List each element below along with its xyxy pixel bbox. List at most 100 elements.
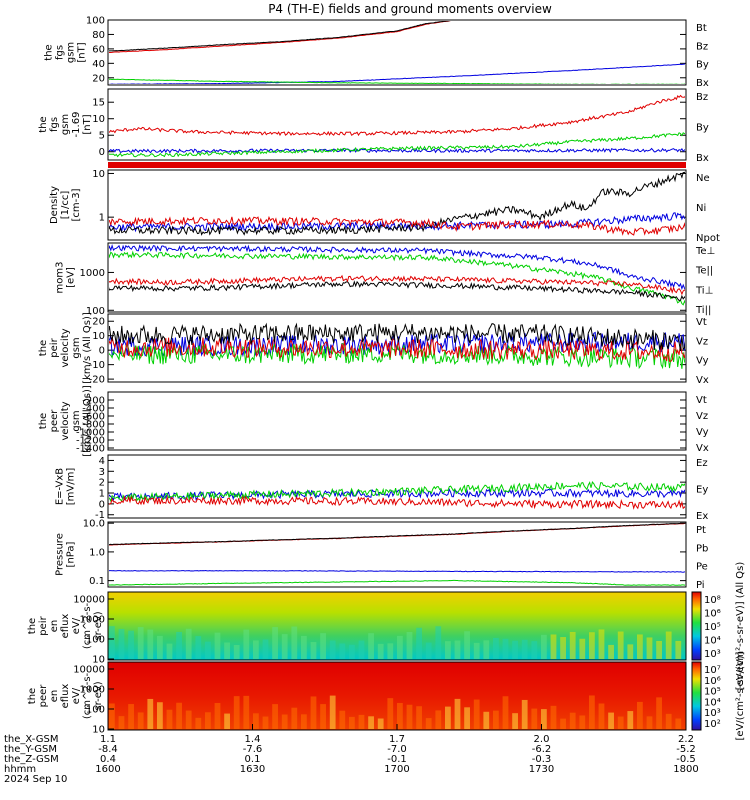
spectrogram-cell — [368, 633, 374, 659]
spectrogram-cell — [464, 631, 470, 659]
y-tick-label: -10 — [89, 360, 105, 371]
y-axis-label-line: [cm-3] — [71, 188, 82, 221]
spectrogram-cell — [435, 710, 442, 729]
colorbar — [691, 591, 702, 661]
spectrogram-cell — [262, 639, 269, 659]
spectrogram-cell — [301, 635, 307, 659]
y-axis-label-line: eV/ — [71, 687, 82, 704]
panel-frame — [107, 391, 687, 451]
y-tick-label: 20 — [92, 73, 105, 84]
spectrogram-cell — [656, 697, 662, 729]
x-axis-annotations: 1.1-8.40.416001.4-7.60.116301.7-7.0-0.11… — [4, 724, 699, 785]
series-line-Te⊥ — [109, 274, 685, 296]
spectrogram-cell — [675, 718, 682, 729]
spectrogram-cell — [608, 712, 614, 729]
series-line-Bz — [109, 94, 685, 137]
spectrogram-cell — [531, 641, 538, 659]
spectrogram-cell — [166, 709, 173, 729]
legend-entry: Vy — [696, 427, 709, 438]
series-line-Npot — [109, 212, 685, 233]
spectrogram-cell — [512, 640, 518, 659]
y-tick-label: 3 — [99, 467, 105, 478]
spectrogram-cell — [118, 716, 125, 729]
spectrogram-cell — [291, 707, 298, 729]
y-tick-label: 1000 — [80, 615, 105, 626]
legend-entry: Ti|| — [695, 305, 711, 316]
spectrogram-cell — [157, 635, 163, 659]
spectrogram-cell — [454, 698, 461, 729]
spectrogram-cell — [416, 627, 422, 659]
y-tick-label: 100 — [86, 635, 105, 646]
y-tick-label: 1000 — [80, 268, 105, 279]
colorbar-tick-label: 10⁴ — [704, 636, 721, 647]
spectrogram-cell — [358, 640, 365, 659]
spectrogram-cell — [454, 640, 461, 659]
spectrogram-cell — [291, 626, 298, 659]
series-group — [109, 523, 685, 586]
y-axis-label: the fgs gsm [nT] — [44, 42, 88, 63]
x-tick-label: 1.1 — [100, 734, 116, 745]
spectrogram-cell — [397, 702, 403, 729]
y-axis-label: mom3 [eV] — [55, 262, 77, 294]
y-axis-label: the peer en eflux eV/(cm^2-s-sr-eV) — [27, 672, 104, 719]
legend-entry: Bx — [696, 153, 709, 164]
spectrogram-cell — [339, 710, 346, 729]
x-row-label: the_Z-GSM — [4, 754, 59, 765]
spectrogram-cell — [109, 626, 115, 659]
spectrogram-cell — [627, 644, 634, 659]
x-tick-label: 1.7 — [389, 734, 405, 745]
spectrogram-cell — [406, 631, 413, 659]
spectrogram-cell — [387, 643, 394, 659]
x-tick-label: -0.5 — [676, 754, 696, 765]
spectrogram-cell — [406, 704, 413, 729]
spectrogram-cell — [569, 712, 576, 729]
y-tick-label: 10000 — [73, 665, 105, 676]
spectrogram-cell — [493, 637, 499, 659]
spectrogram-cell — [224, 642, 230, 659]
x-row-label: hhmm — [4, 764, 36, 775]
spectrogram-cell — [589, 632, 595, 659]
x-tick-label: -7.6 — [243, 744, 263, 755]
spectrogram-cell — [637, 701, 643, 729]
spectrogram-cell — [176, 631, 182, 659]
spectrogram-cell — [416, 706, 422, 729]
spectrogram-cell — [243, 695, 250, 729]
spectrogram-cell — [310, 642, 317, 659]
y-tick-label: -1000 — [76, 428, 105, 439]
y-axis-label-line: velocity — [60, 328, 71, 367]
colorbar-tick-label: 10⁵ — [704, 622, 721, 633]
y-tick-label: 10 — [92, 655, 105, 666]
y-tick-label: 20 — [92, 317, 105, 328]
y-axis-label-line: velocity — [60, 401, 71, 440]
colorbar-tick-label: 10⁶ — [704, 676, 721, 687]
spectrogram-cell — [493, 710, 499, 729]
spectrogram-cell — [473, 699, 480, 729]
spectrogram-cell — [243, 629, 250, 659]
x-tick-label: -7.0 — [387, 744, 407, 755]
spectrogram-cell — [550, 705, 557, 729]
spectrogram-cell — [579, 715, 586, 729]
spectrogram-cell — [646, 716, 653, 729]
y-axis-label-line: gsm — [71, 337, 82, 358]
spectrogram-cell — [377, 718, 384, 729]
spectrogram-cell — [665, 713, 672, 729]
spectrogram-cell — [157, 702, 163, 729]
spectrogram-cell — [272, 627, 278, 659]
spectrogram-cell — [185, 710, 192, 729]
spectrogram-cell — [128, 704, 134, 729]
legend-entry: Vt — [696, 395, 707, 406]
y-tick-label: 100 — [86, 16, 105, 27]
series-group — [109, 94, 685, 158]
spectrogram-cell — [310, 696, 317, 729]
series-line-Bx — [109, 147, 685, 154]
y-tick-label: 15 — [92, 98, 105, 109]
y-axis-label-line: peir — [49, 337, 60, 357]
series-line-By — [109, 78, 685, 84]
spectrogram-cell — [656, 640, 662, 659]
y-tick-label: -800 — [82, 420, 105, 431]
legend-entry: Ne — [696, 173, 710, 184]
legend-entry: Bt — [696, 23, 707, 34]
legend-entry: Bz — [696, 92, 708, 103]
y-axis-label-line: -1.69 — [71, 112, 82, 138]
spectrogram-cell — [560, 637, 566, 659]
